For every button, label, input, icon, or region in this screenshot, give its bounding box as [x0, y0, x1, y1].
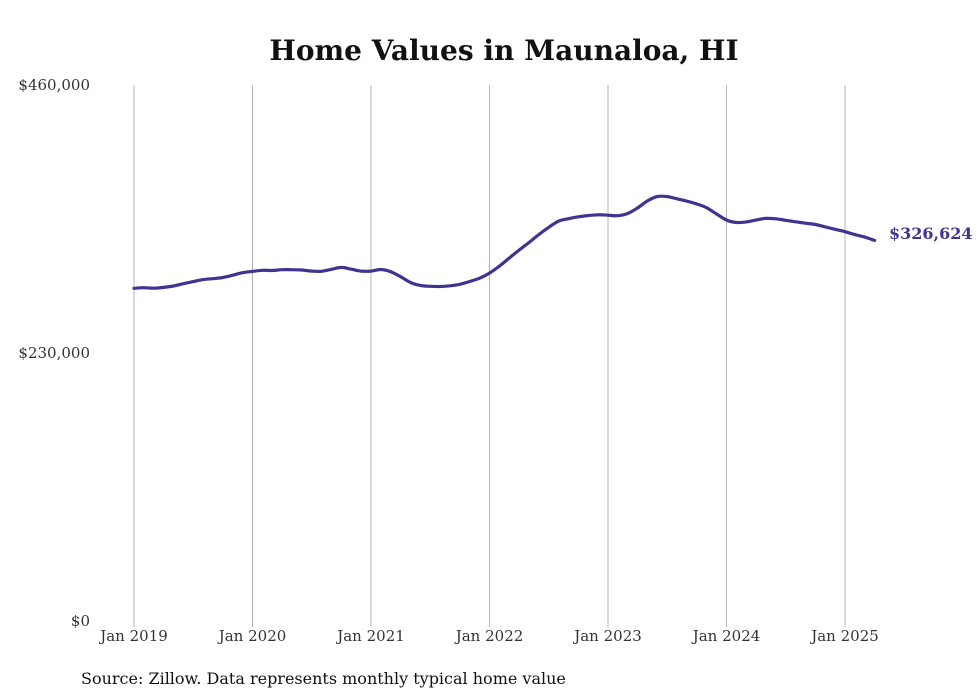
- source-note: Source: Zillow. Data represents monthly …: [81, 669, 566, 688]
- x-tick-label: Jan 2024: [691, 627, 761, 645]
- x-tick-label: Jan 2025: [809, 627, 879, 645]
- x-axis-ticks: Jan 2019 Jan 2020 Jan 2021 Jan 2022 Jan 2023…: [98, 627, 879, 645]
- x-tick-label: Jan 2020: [217, 627, 287, 645]
- y-tick-label: $460,000: [18, 76, 90, 94]
- y-axis-ticks: $0 $230,000 $460,000: [18, 76, 90, 630]
- y-tick-label: $0: [71, 612, 90, 630]
- y-tick-label: $230,000: [18, 344, 90, 362]
- end-value-label: $326,624: [889, 224, 973, 243]
- x-tick-label: Jan 2021: [335, 627, 405, 645]
- x-tick-label: Jan 2019: [98, 627, 168, 645]
- chart-title: Home Values in Maunaloa, HI: [269, 34, 738, 67]
- home-value-line: [132, 194, 877, 290]
- x-tick-label: Jan 2022: [454, 627, 524, 645]
- gridlines: [133, 85, 846, 627]
- x-tick-label: Jan 2023: [572, 627, 642, 645]
